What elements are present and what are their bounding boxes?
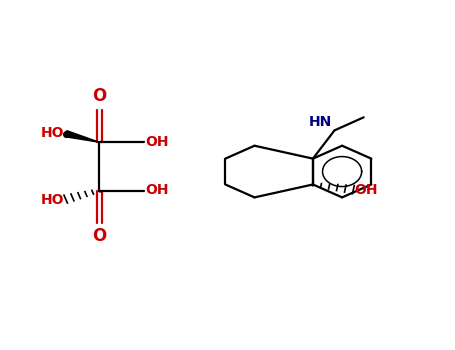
Text: OH: OH xyxy=(355,183,378,197)
Polygon shape xyxy=(65,131,99,142)
Text: HO: HO xyxy=(40,126,64,140)
Text: HN: HN xyxy=(309,115,332,129)
Text: O: O xyxy=(92,88,106,105)
Text: OH: OH xyxy=(146,183,169,197)
Text: O: O xyxy=(92,228,106,245)
Text: HO: HO xyxy=(40,193,64,207)
Text: OH: OH xyxy=(146,135,169,149)
